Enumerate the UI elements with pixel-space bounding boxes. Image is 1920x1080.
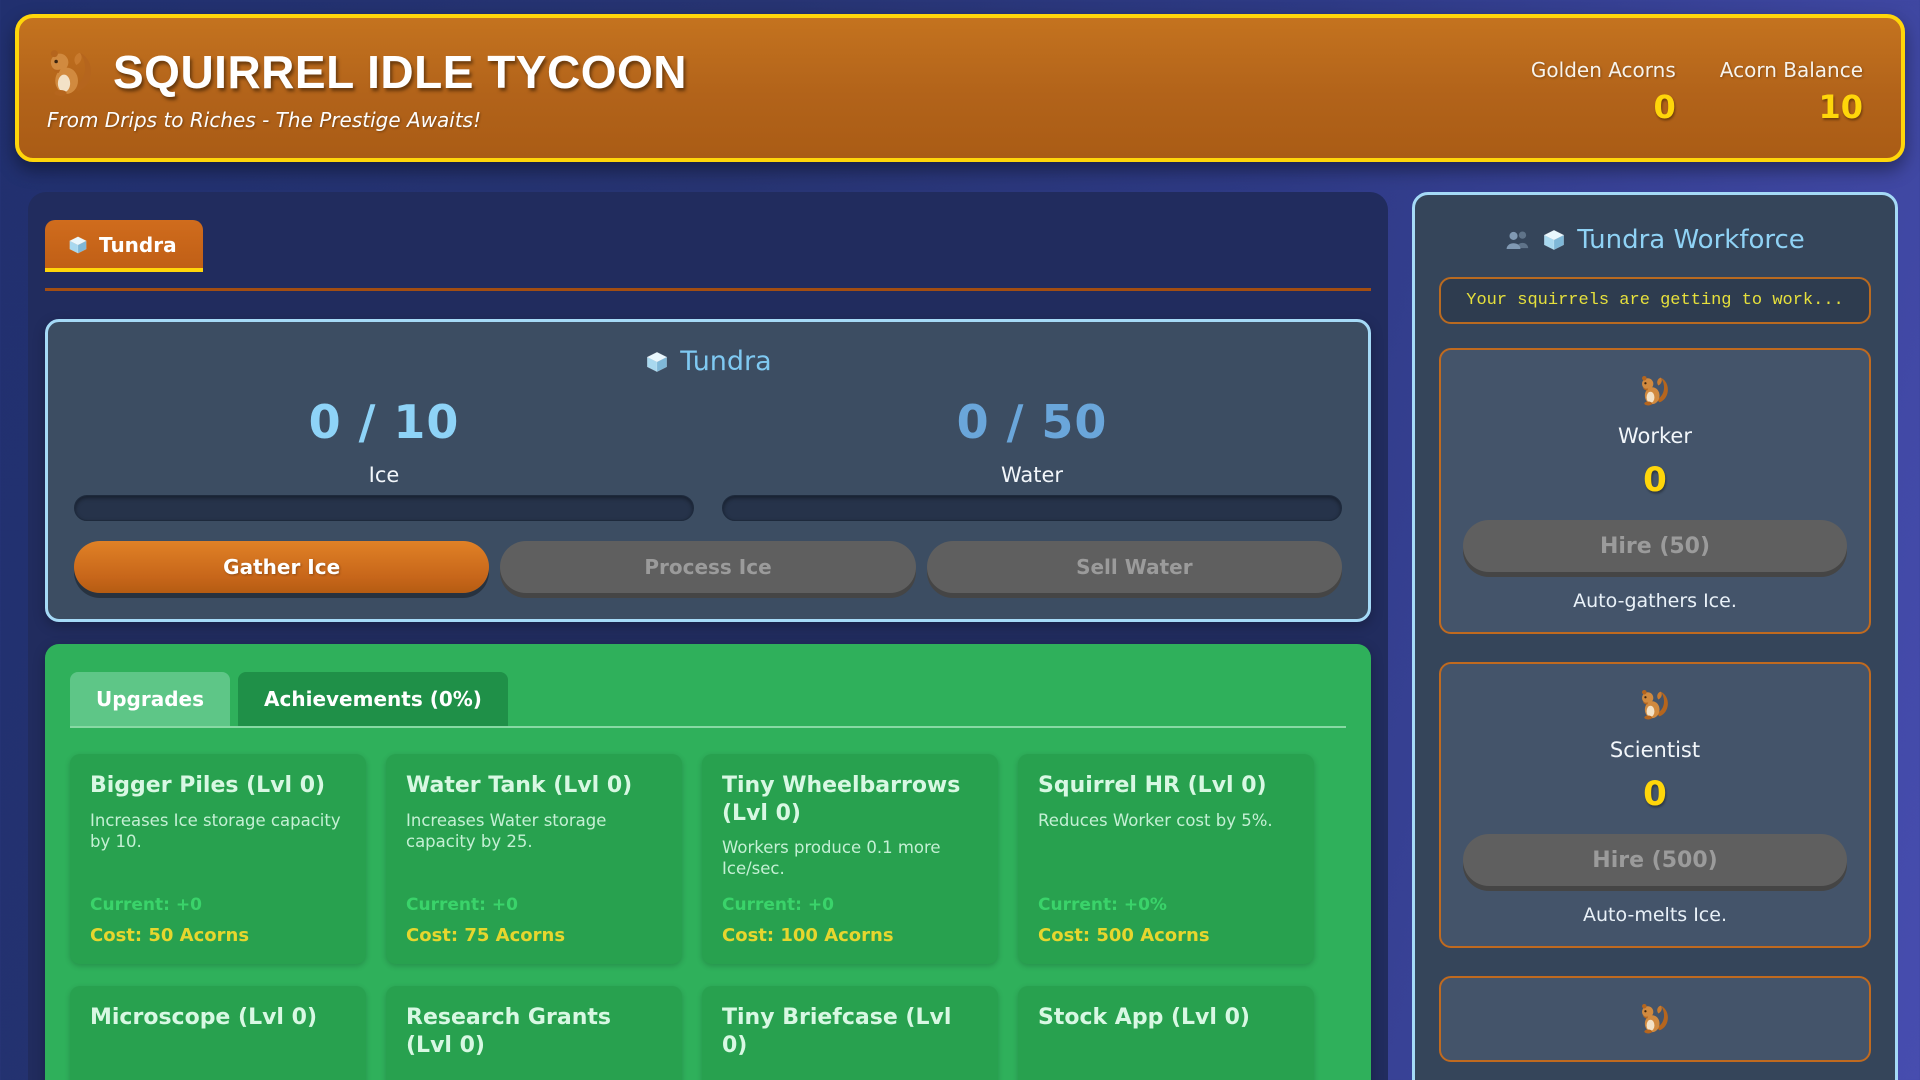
worker-desc: Auto-melts Ice. (1583, 904, 1727, 926)
tab-tundra[interactable]: Tundra (45, 220, 203, 272)
workforce-sidebar: Tundra Workforce Your squirrels are gett… (1412, 192, 1898, 1080)
upgrade-card-squirrel-hr[interactable]: Squirrel HR (Lvl 0) Reduces Worker cost … (1018, 754, 1314, 964)
upgrade-card-tiny-wheelbarrows[interactable]: Tiny Wheelbarrows (Lvl 0) Workers produc… (702, 754, 998, 964)
worker-card-worker: Worker 0 Hire (50) Auto-gathers Ice. (1439, 348, 1871, 634)
upgrade-cost: Cost: 100 Acorns (722, 925, 894, 946)
game-header: SQUIRREL IDLE TYCOON From Drips to Riche… (15, 14, 1905, 162)
ice-label: Ice (368, 463, 400, 487)
upgrade-card-bigger-piles[interactable]: Bigger Piles (Lvl 0) Increases Ice stora… (70, 754, 366, 964)
upgrade-title: Stock App (Lvl 0) (1038, 1005, 1250, 1030)
upgrades-panel: Upgrades Achievements (0%) Bigger Piles … (45, 644, 1371, 1080)
worker-count: 0 (1643, 460, 1667, 500)
upgrade-title: Tiny Wheelbarrows (Lvl 0) (722, 773, 961, 826)
upgrades-tab-bar: Upgrades Achievements (0%) (70, 672, 1346, 728)
ice-resource: 0 / 10 Ice (74, 395, 694, 521)
upgrade-cost: Cost: 75 Acorns (406, 925, 566, 946)
upgrade-title: Squirrel HR (Lvl 0) (1038, 773, 1267, 798)
water-amount: 0 / 50 (956, 395, 1108, 449)
tagline: From Drips to Riches - The Prestige Awai… (47, 108, 482, 132)
tab-upgrades[interactable]: Upgrades (70, 672, 231, 726)
upgrade-card-research-grants[interactable]: Research Grants (Lvl 0) (386, 986, 682, 1080)
worker-card-scientist: Scientist 0 Hire (500) Auto-melts Ice. (1439, 662, 1871, 948)
water-label: Water (1000, 463, 1064, 487)
main-content: Tundra Tundra 0 / 10 Ice 0 / 50 Water Ga… (28, 192, 1388, 1080)
upgrade-card-water-tank[interactable]: Water Tank (Lvl 0) Increases Water stora… (386, 754, 682, 964)
tab-divider (45, 288, 1371, 291)
upgrade-title: Microscope (Lvl 0) (90, 1005, 317, 1030)
upgrade-title: Research Grants (Lvl 0) (406, 1005, 611, 1058)
acorn-balance-stat: Acorn Balance 10 (1720, 58, 1863, 158)
water-progress-bar (722, 495, 1342, 521)
upgrade-desc: Reduces Worker cost by 5%. (1038, 810, 1273, 830)
ice-cube-icon (1541, 227, 1567, 253)
worker-name: Scientist (1609, 738, 1701, 762)
upgrade-cost: Cost: 500 Acorns (1038, 925, 1210, 946)
upgrade-current: Current: +0 (406, 895, 518, 915)
workforce-title-text: Tundra Workforce (1577, 225, 1805, 255)
upgrade-current: Current: +0% (1038, 895, 1167, 915)
ice-amount: 0 / 10 (308, 395, 460, 449)
golden-acorns-value: 0 (1653, 88, 1676, 126)
header-title-block: SQUIRREL IDLE TYCOON From Drips to Riche… (43, 18, 687, 158)
upgrade-card-tiny-briefcase[interactable]: Tiny Briefcase (Lvl 0) (702, 986, 998, 1080)
squirrel-icon (43, 44, 99, 100)
hire-scientist-button[interactable]: Hire (500) (1463, 834, 1847, 886)
currency-stats: Golden Acorns 0 Acorn Balance 10 (1531, 18, 1863, 158)
upgrade-current: Current: +0 (722, 895, 834, 915)
squirrel-icon (1637, 686, 1673, 722)
region-tab-bar: Tundra (45, 220, 1371, 272)
resource-panel: Tundra 0 / 10 Ice 0 / 50 Water Gather Ic… (45, 319, 1371, 622)
ice-cube-icon (67, 234, 89, 256)
resource-panel-title: Tundra (74, 346, 1342, 377)
golden-acorns-label: Golden Acorns (1530, 58, 1676, 82)
upgrade-card-microscope[interactable]: Microscope (Lvl 0) (70, 986, 366, 1080)
workers-icon (1505, 227, 1531, 253)
upgrade-cost: Cost: 50 Acorns (90, 925, 250, 946)
upgrade-desc: Workers produce 0.1 more Ice/sec. (722, 838, 941, 879)
upgrade-current: Current: +0 (90, 895, 202, 915)
upgrade-card-stock-app[interactable]: Stock App (Lvl 0) (1018, 986, 1314, 1080)
upgrade-title: Bigger Piles (Lvl 0) (90, 773, 326, 798)
tab-tundra-label: Tundra (99, 233, 177, 257)
action-button-row: Gather Ice Process Ice Sell Water (74, 541, 1342, 593)
water-resource: 0 / 50 Water (722, 395, 1342, 521)
workforce-status-message: Your squirrels are getting to work... (1439, 277, 1871, 324)
tab-achievements[interactable]: Achievements (0%) (238, 672, 508, 726)
page-title: SQUIRREL IDLE TYCOON (113, 46, 687, 98)
resource-panel-title-text: Tundra (680, 346, 772, 377)
process-ice-button[interactable]: Process Ice (500, 541, 916, 593)
worker-name: Worker (1618, 424, 1692, 448)
acorn-balance-value: 10 (1818, 88, 1863, 126)
golden-acorns-stat: Golden Acorns 0 (1531, 58, 1676, 158)
acorn-balance-label: Acorn Balance (1719, 58, 1863, 82)
worker-card-partial (1439, 976, 1871, 1062)
gather-ice-button[interactable]: Gather Ice (74, 541, 490, 593)
workforce-title: Tundra Workforce (1439, 225, 1871, 255)
worker-desc: Auto-gathers Ice. (1573, 590, 1737, 612)
hire-worker-button[interactable]: Hire (50) (1463, 520, 1847, 572)
sell-water-button[interactable]: Sell Water (926, 541, 1342, 593)
upgrade-title: Water Tank (Lvl 0) (406, 773, 633, 798)
worker-count: 0 (1643, 774, 1667, 814)
squirrel-icon (1637, 1000, 1673, 1036)
ice-cube-icon (644, 349, 670, 375)
upgrade-desc: Increases Water storage capacity by 25. (406, 810, 607, 851)
upgrade-card-grid: Bigger Piles (Lvl 0) Increases Ice stora… (70, 754, 1346, 1080)
upgrade-desc: Increases Ice storage capacity by 10. (90, 810, 341, 851)
upgrade-title: Tiny Briefcase (Lvl 0) (722, 1005, 952, 1058)
squirrel-icon (1637, 372, 1673, 408)
ice-progress-bar (74, 495, 694, 521)
